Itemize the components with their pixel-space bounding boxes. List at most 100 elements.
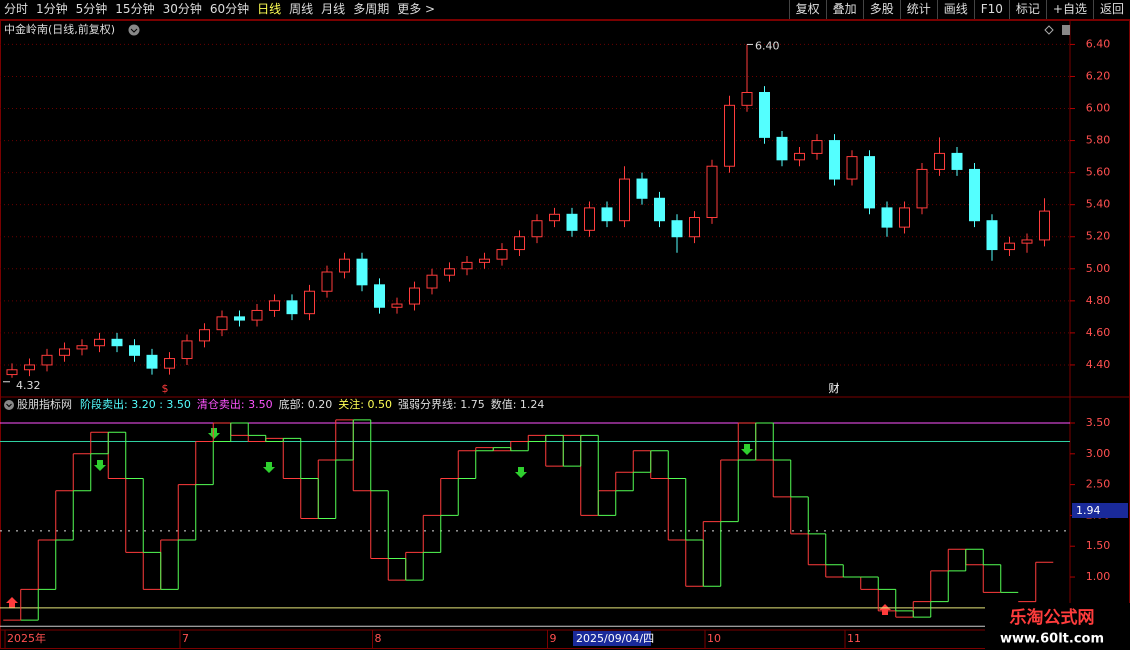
candle-body: [76, 345, 88, 350]
candle-body: [374, 284, 385, 308]
x-tick-label: 11: [847, 632, 861, 645]
candle-body: [601, 207, 613, 222]
candle-body: [1021, 239, 1033, 244]
y-tick-label: 5.60: [1086, 166, 1111, 179]
candle-body: [566, 213, 578, 231]
candle-body: [1004, 242, 1015, 251]
candle-body: [969, 168, 980, 222]
candle-body: [829, 140, 840, 180]
cursor-date-bg: [573, 631, 651, 646]
candle-body: [59, 348, 70, 356]
title-dropdown[interactable]: [128, 24, 140, 36]
event-mark: 财: [829, 381, 840, 395]
y-tick-label: 3.50: [1086, 416, 1111, 429]
candle-body: [531, 220, 543, 238]
candle-body: [671, 220, 683, 238]
y-tick-label: 4.40: [1086, 358, 1111, 371]
y-tick-label: 4.80: [1086, 294, 1111, 307]
candle-body: [24, 364, 35, 371]
candle-body: [444, 268, 455, 276]
toolbar-button[interactable]: 更多 >: [397, 2, 436, 16]
y-tick-label: 4.60: [1086, 326, 1111, 339]
toolbar-button[interactable]: 叠加: [825, 0, 863, 19]
sell-arrow: [94, 460, 106, 471]
y-tick-label: 3.00: [1086, 447, 1111, 460]
plot-layer: 4.40 4.60 4.80 5.00 5.20 5.40 5.60 5.80 6.00 6.20…: [0, 37, 1128, 648]
toolbar-button[interactable]: 周线: [289, 2, 314, 16]
toolbar-button[interactable]: 统计: [899, 0, 937, 19]
candle-body: [846, 156, 858, 180]
candle-body: [356, 258, 368, 286]
candle-body: [339, 258, 350, 273]
toolbar-button[interactable]: 复权: [788, 0, 826, 19]
toolbar-button[interactable]: 多股: [862, 0, 900, 19]
candle-body: [724, 104, 735, 167]
candle-body: [811, 140, 823, 154]
candle-body: [41, 354, 53, 366]
cursor-date: 2025/09/04/四: [576, 632, 654, 645]
toolbar-button[interactable]: 画线: [936, 0, 974, 19]
toolbar: 分时 1分钟 5分钟 15分钟 30分钟 60分钟 日线 周线 月线 多周期 更多 > 复权 叠加 多股…: [0, 0, 1130, 20]
candle-body: [181, 340, 193, 360]
y-tick-label: 1.50: [1086, 539, 1111, 552]
candle-body: [234, 316, 245, 321]
toolbar-button[interactable]: 日线: [257, 2, 282, 16]
toolbar-button[interactable]: 1分钟: [36, 2, 68, 16]
toolbar-button[interactable]: 30分钟: [162, 2, 202, 16]
y-tick-label: 5.00: [1086, 262, 1111, 275]
x-tick-label: 7: [182, 632, 189, 645]
toolbar-button[interactable]: +自选: [1045, 0, 1093, 19]
y-tick-label: 1.00: [1086, 570, 1111, 583]
candle-body: [584, 207, 595, 231]
candle-body: [759, 92, 770, 138]
sell-arrow: [741, 444, 753, 455]
candle-body: [94, 338, 105, 347]
action-buttons: 复权 叠加 多股 统计 画线 F10 标记 +自选 返回: [788, 0, 1130, 19]
y-tick-label: 6.00: [1086, 102, 1111, 115]
scroll-thumb[interactable]: [1062, 25, 1070, 35]
toolbar-button[interactable]: 返回: [1092, 0, 1130, 19]
toolbar-button[interactable]: 分时: [4, 2, 29, 16]
watermark-url: www.60lt.com: [1000, 632, 1104, 647]
max-label: 6.40: [755, 39, 780, 52]
candle-body: [1039, 210, 1050, 241]
candle-body: [409, 287, 420, 305]
legend-entry: 阶段卖出: 3.20 : 3.50: [80, 397, 191, 411]
buy-arrow: [6, 597, 18, 608]
indicator-dropdown[interactable]: [4, 400, 14, 410]
candle-body: [706, 165, 718, 219]
legend-entry: 底部: 0.20: [279, 397, 333, 411]
candle-body: [286, 300, 298, 315]
y-tick-label: 2.50: [1086, 478, 1111, 491]
x-tick-label: 10: [707, 632, 721, 645]
dropdown-chevron: [6, 403, 12, 408]
candle-body: [321, 271, 333, 292]
toolbar-button[interactable]: F10: [973, 0, 1009, 19]
chart-title: 中金岭南(日线,前复权): [4, 22, 115, 36]
toolbar-button[interactable]: 15分钟: [115, 2, 155, 16]
toolbar-button[interactable]: 60分钟: [209, 2, 250, 16]
dividend-icon: $: [162, 382, 169, 395]
sell-arrow: [515, 467, 527, 478]
candle-body: [881, 207, 893, 228]
candle-body: [111, 338, 123, 347]
candle-body: [514, 236, 525, 251]
toolbar-button[interactable]: 5分钟: [75, 2, 108, 16]
toolbar-button[interactable]: 多周期: [353, 2, 390, 16]
legend-entry: 强弱分界线: 1.75: [398, 397, 485, 411]
candle-body: [251, 309, 263, 321]
watermark-bg: [985, 603, 1130, 650]
candle-body: [654, 197, 665, 222]
candle-body: [899, 207, 910, 228]
candle-body: [129, 345, 140, 356]
candle-body: [741, 92, 753, 106]
candle-body: [619, 178, 630, 222]
watermark-title: 乐淘公式网: [1010, 607, 1095, 628]
period-tabs: 分时 1分钟 5分钟 15分钟 30分钟 60分钟 日线 周线 月线 多周期 更多 >: [0, 0, 439, 19]
candle-body: [951, 152, 963, 170]
toolbar-button[interactable]: 标记: [1008, 0, 1046, 19]
toolbar-button[interactable]: 月线: [321, 2, 346, 16]
candle-body: [689, 217, 700, 238]
diamond-icon[interactable]: [1044, 25, 1054, 35]
